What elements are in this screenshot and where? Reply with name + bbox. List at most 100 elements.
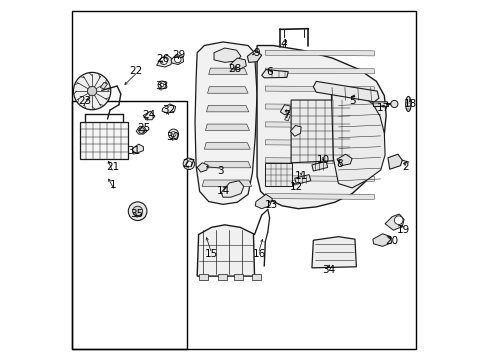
Circle shape <box>183 158 194 170</box>
Text: 20: 20 <box>385 236 398 246</box>
Polygon shape <box>372 234 391 246</box>
Circle shape <box>168 129 178 139</box>
Polygon shape <box>207 87 247 93</box>
Text: 9: 9 <box>252 48 259 58</box>
Polygon shape <box>100 82 107 89</box>
Text: 16: 16 <box>253 248 266 258</box>
Polygon shape <box>384 214 403 230</box>
Polygon shape <box>265 68 373 74</box>
Text: 8: 8 <box>336 159 342 169</box>
Polygon shape <box>156 55 172 67</box>
Text: 10: 10 <box>316 155 329 165</box>
Text: 27: 27 <box>182 159 195 169</box>
Polygon shape <box>265 104 373 110</box>
Polygon shape <box>247 50 261 62</box>
Bar <box>233 274 242 280</box>
Text: 35: 35 <box>130 209 143 219</box>
Text: 24: 24 <box>142 111 155 121</box>
Text: 33: 33 <box>154 81 167 91</box>
Text: 4: 4 <box>280 39 286 49</box>
Circle shape <box>390 100 397 108</box>
Text: 12: 12 <box>289 182 303 192</box>
Polygon shape <box>214 48 241 62</box>
Text: 17: 17 <box>376 103 389 113</box>
Text: 15: 15 <box>204 248 218 258</box>
Text: 1: 1 <box>110 180 117 190</box>
Polygon shape <box>294 175 310 184</box>
Polygon shape <box>202 180 251 186</box>
Text: 18: 18 <box>403 99 416 109</box>
Circle shape <box>158 81 165 89</box>
Text: 21: 21 <box>106 162 119 172</box>
Polygon shape <box>205 124 249 131</box>
Polygon shape <box>330 90 384 188</box>
Bar <box>217 274 226 280</box>
Polygon shape <box>195 42 257 204</box>
Polygon shape <box>290 126 301 136</box>
Circle shape <box>160 57 167 64</box>
Text: 13: 13 <box>264 200 278 210</box>
Polygon shape <box>372 102 388 107</box>
Polygon shape <box>290 100 349 163</box>
Circle shape <box>139 128 144 134</box>
Text: 22: 22 <box>129 66 142 76</box>
Polygon shape <box>208 68 247 75</box>
Polygon shape <box>265 50 373 56</box>
Polygon shape <box>387 154 402 169</box>
Polygon shape <box>336 154 351 166</box>
Circle shape <box>73 72 110 110</box>
Polygon shape <box>313 81 378 102</box>
Text: 14: 14 <box>217 186 230 196</box>
Polygon shape <box>311 237 356 268</box>
Bar <box>72 101 187 348</box>
Polygon shape <box>162 104 175 113</box>
Bar <box>265 163 292 186</box>
Bar <box>199 274 208 280</box>
Polygon shape <box>255 194 272 209</box>
Text: 28: 28 <box>227 64 241 74</box>
Circle shape <box>174 56 181 63</box>
Polygon shape <box>204 143 250 149</box>
Circle shape <box>87 86 97 96</box>
Polygon shape <box>311 161 327 171</box>
Circle shape <box>128 202 147 221</box>
Polygon shape <box>265 194 373 199</box>
Text: 30: 30 <box>166 132 179 142</box>
Polygon shape <box>265 86 373 92</box>
Text: 26: 26 <box>156 54 169 64</box>
Text: 5: 5 <box>348 96 355 106</box>
Polygon shape <box>280 105 290 115</box>
Text: 25: 25 <box>137 123 150 133</box>
Polygon shape <box>265 176 373 181</box>
Polygon shape <box>132 144 143 153</box>
Polygon shape <box>230 58 246 69</box>
Text: 23: 23 <box>78 96 91 106</box>
Text: 34: 34 <box>322 265 335 275</box>
Text: 11: 11 <box>295 171 308 181</box>
Bar <box>80 122 128 159</box>
Ellipse shape <box>405 96 410 112</box>
Polygon shape <box>221 181 244 197</box>
Text: 2: 2 <box>402 162 408 172</box>
Circle shape <box>132 206 142 216</box>
Circle shape <box>171 132 176 136</box>
Text: 32: 32 <box>162 105 175 115</box>
Circle shape <box>185 161 191 167</box>
Circle shape <box>394 216 402 225</box>
Text: 29: 29 <box>172 50 185 60</box>
Text: 6: 6 <box>266 67 272 77</box>
Polygon shape <box>197 163 207 172</box>
Polygon shape <box>284 114 290 121</box>
Text: 7: 7 <box>283 111 289 121</box>
Polygon shape <box>265 140 373 145</box>
Polygon shape <box>136 126 147 134</box>
Polygon shape <box>197 225 254 276</box>
Polygon shape <box>171 54 183 64</box>
Polygon shape <box>261 69 287 78</box>
Text: 31: 31 <box>127 145 141 156</box>
Polygon shape <box>265 122 373 128</box>
Polygon shape <box>206 105 248 112</box>
Bar <box>251 274 260 280</box>
Text: 3: 3 <box>216 166 223 176</box>
Polygon shape <box>265 158 373 163</box>
